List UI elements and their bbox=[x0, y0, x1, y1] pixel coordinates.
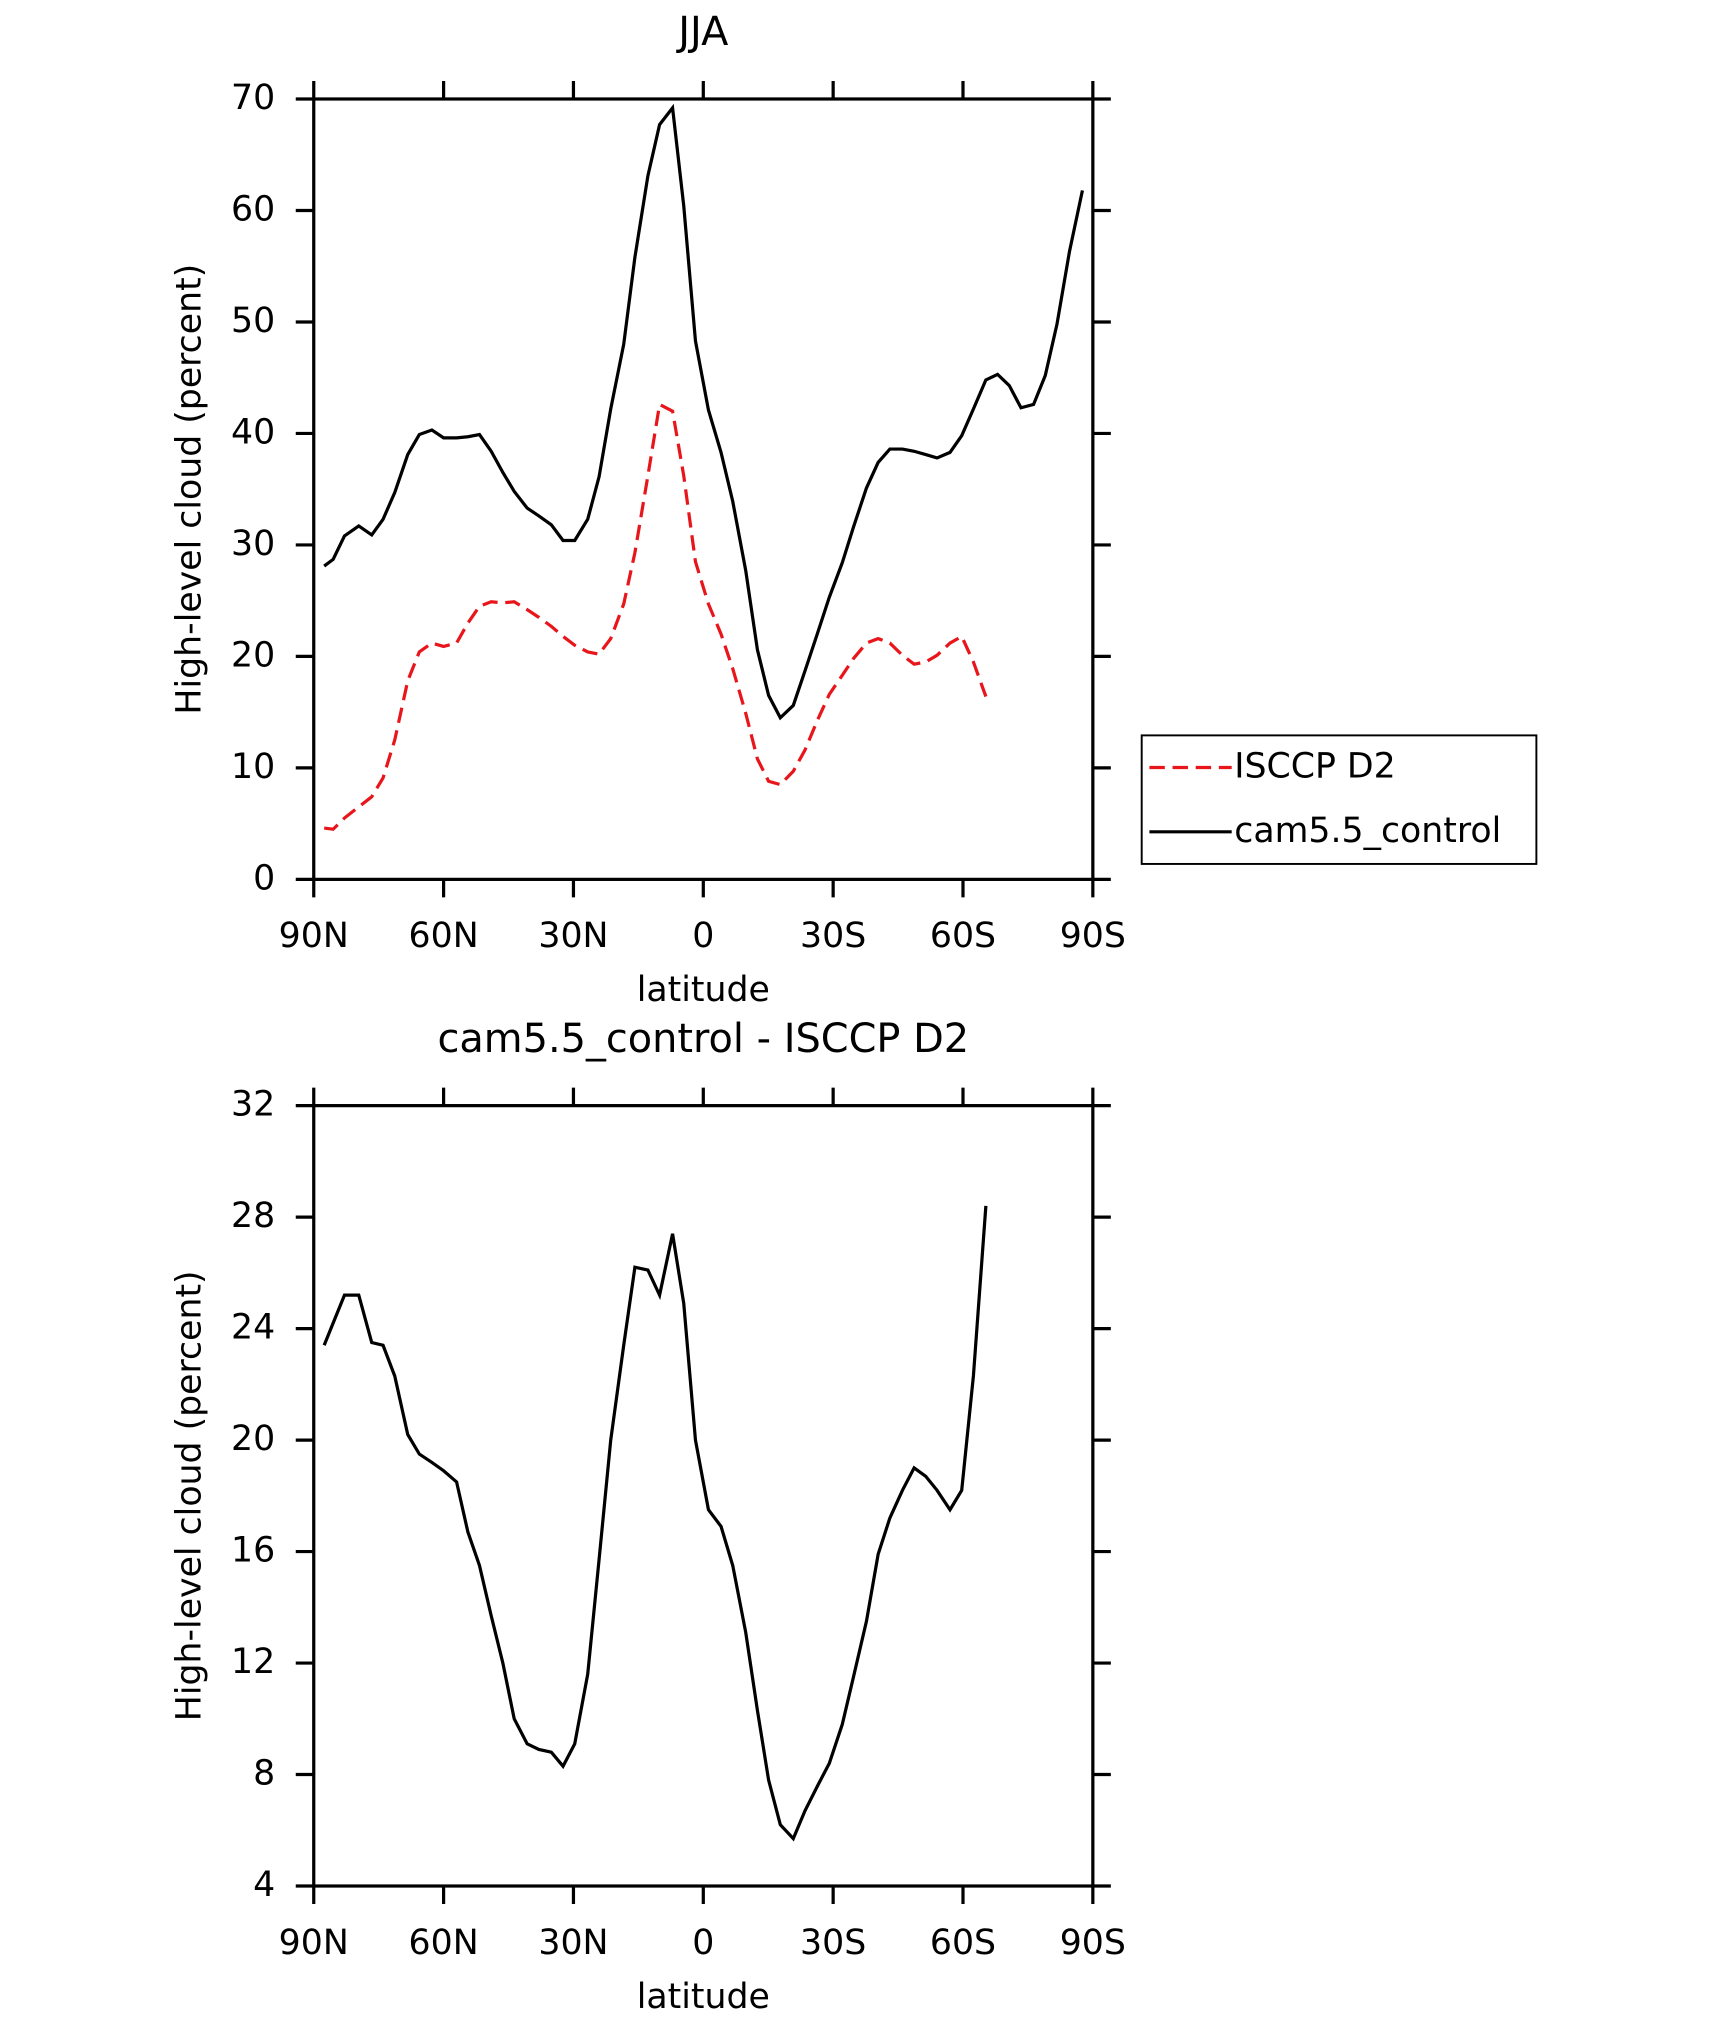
plot-frame bbox=[312, 1104, 1095, 1888]
x-axis-label: latitude bbox=[637, 970, 770, 1010]
legend-label: ISCCP D2 bbox=[1234, 747, 1396, 787]
x-tick-label: 60S bbox=[930, 916, 996, 956]
series-line bbox=[322, 1205, 988, 1842]
y-tick-label: 10 bbox=[231, 747, 275, 787]
x-tick-label: 90S bbox=[1060, 916, 1126, 956]
chart-title: cam5.5_control - ISCCP D2 bbox=[437, 1016, 969, 1062]
y-axis-label: High-level cloud (percent) bbox=[169, 264, 209, 715]
x-tick-label: 60N bbox=[409, 1923, 479, 1963]
y-axis-label: High-level cloud (percent) bbox=[169, 1270, 209, 1721]
y-tick-label: 8 bbox=[253, 1754, 275, 1794]
x-tick-label: 0 bbox=[692, 1923, 714, 1963]
series-line bbox=[323, 402, 988, 831]
x-tick-label: 90N bbox=[279, 916, 349, 956]
y-tick-label: 20 bbox=[231, 1419, 275, 1459]
y-tick-label: 32 bbox=[231, 1085, 275, 1125]
plot-frame bbox=[312, 97, 1095, 881]
y-tick-label: 16 bbox=[231, 1531, 275, 1571]
y-tick-label: 60 bbox=[231, 189, 275, 229]
x-axis-label: latitude bbox=[637, 1977, 770, 2017]
y-tick-label: 4 bbox=[253, 1865, 275, 1905]
legend-box bbox=[1140, 734, 1538, 865]
y-tick-label: 40 bbox=[231, 412, 275, 452]
y-tick-label: 28 bbox=[231, 1196, 275, 1236]
series-line bbox=[323, 103, 1084, 721]
y-tick-label: 0 bbox=[253, 858, 275, 898]
x-tick-label: 30S bbox=[800, 916, 866, 956]
x-tick-label: 0 bbox=[692, 916, 714, 956]
x-tick-label: 30N bbox=[538, 1923, 608, 1963]
y-tick-label: 50 bbox=[231, 301, 275, 341]
x-tick-label: 60N bbox=[409, 916, 479, 956]
chart-title: JJA bbox=[675, 9, 728, 55]
x-tick-label: 60S bbox=[930, 1923, 996, 1963]
y-tick-label: 30 bbox=[231, 524, 275, 564]
x-tick-label: 30N bbox=[538, 916, 608, 956]
legend-label: cam5.5_control bbox=[1234, 811, 1501, 851]
y-tick-label: 70 bbox=[231, 78, 275, 118]
x-tick-label: 30S bbox=[800, 1923, 866, 1963]
y-tick-label: 24 bbox=[231, 1308, 275, 1348]
x-tick-label: 90N bbox=[279, 1923, 349, 1963]
y-tick-label: 12 bbox=[231, 1642, 275, 1682]
x-tick-label: 90S bbox=[1060, 1923, 1126, 1963]
y-tick-label: 20 bbox=[231, 635, 275, 675]
